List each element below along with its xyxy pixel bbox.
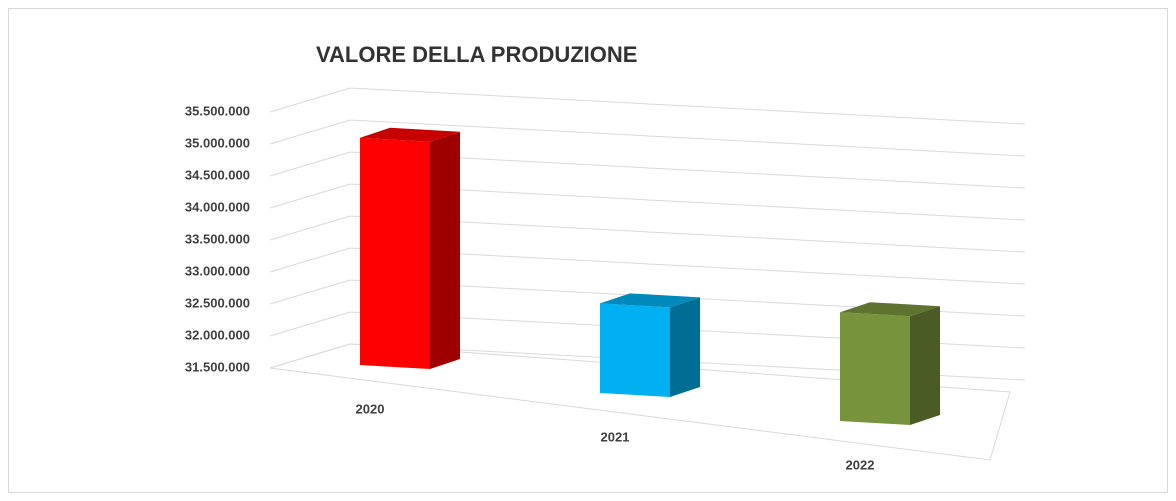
bar-top: [360, 127, 460, 142]
chart-title: VALORE DELLA PRODUZIONE: [316, 42, 637, 67]
bar: [840, 302, 940, 425]
grid-line: [269, 215, 1026, 253]
bar-front: [840, 312, 910, 425]
y-tick-label: 34.500.000: [185, 167, 250, 182]
y-tick-label: 32.000.000: [185, 327, 250, 342]
bar-side: [430, 131, 460, 369]
x-tick-label: 2022: [846, 457, 875, 472]
grid-line: [269, 119, 1026, 157]
y-tick-label: 33.000.000: [185, 263, 250, 278]
bar: [600, 293, 700, 397]
bar-front: [360, 137, 430, 369]
grid-line: [269, 247, 1026, 285]
y-tick-label: 35.000.000: [185, 135, 250, 150]
y-tick-label: 33.500.000: [185, 231, 250, 246]
y-tick-label: 31.500.000: [185, 359, 250, 374]
grid-line: [269, 279, 1026, 317]
x-tick-label: 2021: [601, 429, 630, 444]
bar-side: [910, 306, 940, 425]
grid-line: [269, 87, 1026, 125]
bar-side: [670, 297, 700, 397]
y-tick-label: 34.000.000: [185, 199, 250, 214]
bar-top: [600, 293, 700, 308]
grid-line: [269, 183, 1026, 221]
grid-line: [269, 343, 1026, 381]
bar-top: [840, 302, 940, 317]
chart-frame: [8, 8, 1168, 493]
grid-line: [269, 151, 1026, 189]
y-tick-label: 35.500.000: [185, 103, 250, 118]
y-tick-label: 32.500.000: [185, 295, 250, 310]
bar: [360, 127, 460, 369]
grid-line: [269, 311, 1026, 349]
x-tick-label: 2020: [356, 401, 385, 416]
bar-front: [600, 303, 670, 397]
